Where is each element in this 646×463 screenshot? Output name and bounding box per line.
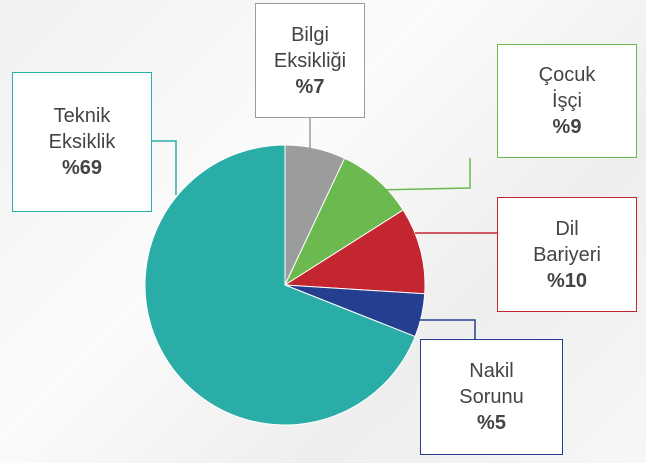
category-label: Teknik Eksiklik: [48, 105, 116, 153]
category-label: Nakil Sorunu: [459, 360, 524, 408]
label-box: Nakil Sorunu %5: [420, 339, 563, 455]
pie-slice: [283, 209, 426, 295]
leader-line: [371, 158, 471, 191]
category-label: Çocuk İşçi: [538, 64, 596, 112]
label-box: Çocuk İşçi %9: [497, 44, 637, 158]
value-label: %69: [61, 157, 103, 179]
value-label: %9: [552, 116, 582, 138]
label-box: Bilgi Eksikliği %7: [255, 3, 365, 118]
category-label: Bilgi Eksikliği: [273, 23, 347, 72]
value-label: %10: [546, 269, 588, 292]
leader-line: [152, 140, 177, 195]
value-label: %7: [295, 75, 325, 98]
label-box: Teknik Eksiklik %69: [12, 72, 152, 212]
label-box: Dil Bariyeri %10: [497, 197, 637, 312]
pie-slice: [144, 144, 416, 426]
value-label: %5: [477, 412, 506, 434]
category-label: Dil Bariyeri: [533, 217, 601, 266]
leader-line: [410, 319, 476, 339]
